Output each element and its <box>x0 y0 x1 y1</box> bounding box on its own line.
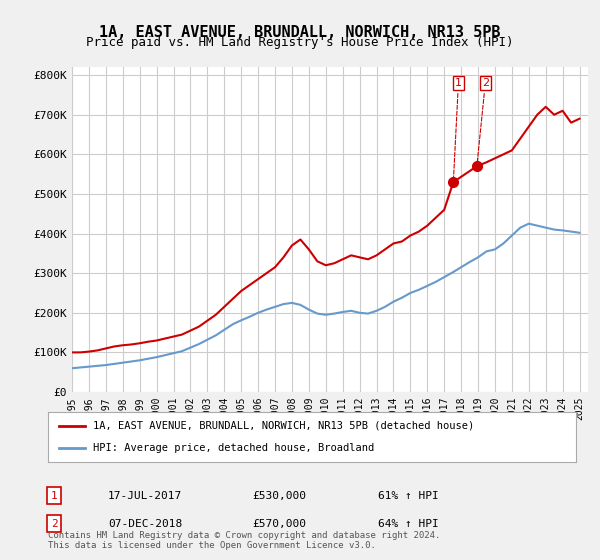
Text: Contains HM Land Registry data © Crown copyright and database right 2024.
This d: Contains HM Land Registry data © Crown c… <box>48 530 440 550</box>
Text: 2: 2 <box>50 519 58 529</box>
Text: 1A, EAST AVENUE, BRUNDALL, NORWICH, NR13 5PB: 1A, EAST AVENUE, BRUNDALL, NORWICH, NR13… <box>99 25 501 40</box>
Text: 1: 1 <box>454 78 462 179</box>
Text: 07-DEC-2018: 07-DEC-2018 <box>108 519 182 529</box>
Text: £570,000: £570,000 <box>252 519 306 529</box>
Text: £530,000: £530,000 <box>252 491 306 501</box>
Text: 61% ↑ HPI: 61% ↑ HPI <box>378 491 439 501</box>
Text: HPI: Average price, detached house, Broadland: HPI: Average price, detached house, Broa… <box>93 443 374 453</box>
Text: 1A, EAST AVENUE, BRUNDALL, NORWICH, NR13 5PB (detached house): 1A, EAST AVENUE, BRUNDALL, NORWICH, NR13… <box>93 421 474 431</box>
Text: 1: 1 <box>50 491 58 501</box>
Text: 17-JUL-2017: 17-JUL-2017 <box>108 491 182 501</box>
Text: 64% ↑ HPI: 64% ↑ HPI <box>378 519 439 529</box>
Text: Price paid vs. HM Land Registry's House Price Index (HPI): Price paid vs. HM Land Registry's House … <box>86 36 514 49</box>
Text: 2: 2 <box>477 78 489 164</box>
